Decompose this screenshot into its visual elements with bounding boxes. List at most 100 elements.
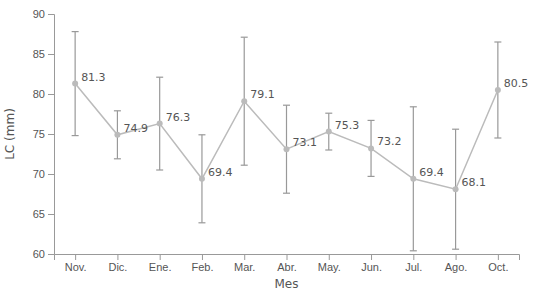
data-label: 68.1 (462, 176, 487, 189)
error-bar-cap (72, 31, 79, 32)
error-bar-cap (241, 37, 248, 38)
x-tick: Feb. (191, 254, 213, 273)
y-tick-mark (48, 94, 54, 95)
error-bar-cap (283, 193, 290, 194)
error-bar-cap (241, 165, 248, 166)
x-tick-mark (287, 254, 288, 260)
y-tick-label: 80 (33, 88, 45, 100)
x-tick-label: Mar. (234, 261, 255, 273)
y-tick: 75 (33, 128, 54, 140)
x-tick-mark (413, 254, 414, 260)
y-tick-mark (48, 214, 54, 215)
data-label: 73.2 (377, 135, 402, 148)
y-tick: 70 (33, 168, 54, 180)
error-bar-cap (452, 129, 459, 130)
error-bar-cap (283, 105, 290, 106)
error-bar (452, 129, 459, 249)
x-tick-label: Feb. (191, 261, 213, 273)
data-label: 81.3 (81, 71, 106, 84)
error-bar-cap (494, 137, 501, 138)
error-bar (241, 37, 248, 165)
x-tick: Mar. (234, 254, 255, 273)
x-tick-label: Ago. (445, 261, 468, 273)
point (241, 98, 247, 104)
y-tick-label: 60 (33, 248, 45, 260)
x-tick: Nov. (65, 254, 87, 273)
data-label: 75.3 (335, 119, 360, 132)
y-tick: 65 (33, 208, 54, 220)
line (75, 84, 498, 190)
x-tick-mark (117, 254, 118, 260)
y-tick-label: 75 (33, 128, 45, 140)
chart: 60657075808590Nov.Dic.Ene.Feb.Mar.Abr.Ma… (0, 0, 543, 294)
error-bar (283, 105, 290, 193)
error-bar-cap (368, 176, 375, 177)
error-bar-cap (114, 158, 121, 159)
x-tick-mark (456, 254, 457, 260)
data-label: 69.4 (419, 166, 444, 179)
y-tick: 90 (33, 8, 54, 20)
y-tick: 85 (33, 48, 54, 60)
data-label: 69.4 (208, 166, 233, 179)
x-tick: Ene. (149, 254, 172, 273)
y-tick-label: 70 (33, 168, 45, 180)
y-tick-mark (48, 134, 54, 135)
point (114, 132, 120, 138)
error-bar (368, 120, 375, 176)
y-axis: 60 65 70 75 80 85 90 (33, 8, 55, 260)
data-label: 76.3 (166, 111, 191, 124)
x-axis-title: Mes (275, 277, 299, 291)
x-tick-label: Dic. (108, 261, 127, 273)
y-axis-title: LC (mm) (3, 108, 17, 160)
x-tick: May. (318, 254, 341, 273)
error-bar-cap (368, 120, 375, 121)
error-bar-cap (494, 41, 501, 42)
y-tick-label: 65 (33, 208, 45, 220)
error-bar-cap (72, 135, 79, 136)
x-tick: Jul. (405, 254, 422, 273)
error-bar-cap (410, 250, 417, 251)
x-tick: Ago. (445, 254, 468, 273)
data-label: 80.5 (504, 77, 529, 90)
x-tick-label: Ene. (149, 261, 172, 273)
data-label: 79.1 (250, 88, 275, 101)
error-bar (72, 32, 79, 136)
x-tick: Jun. (361, 254, 382, 273)
marks (72, 32, 502, 251)
point (368, 145, 374, 151)
error-bar (156, 77, 163, 170)
error-bar-cap (325, 149, 332, 150)
error-bar (325, 113, 332, 150)
error-bar-cap (156, 77, 163, 78)
data-labels: 81.3 74.9 76.3 69.4 79.1 73.1 75.3 73.2 69.4 68.1… (81, 71, 528, 190)
y-tick: 60 (33, 248, 54, 260)
x-tick-mark (371, 254, 372, 260)
point (199, 176, 205, 182)
data-label: 74.9 (123, 122, 148, 135)
y-tick-mark (48, 174, 54, 175)
point (453, 186, 459, 192)
error-bar-cap (325, 113, 332, 114)
error-bar (410, 107, 417, 251)
y-tick-mark (48, 54, 54, 55)
x-tick-mark (498, 254, 499, 260)
x-axis: Nov.Dic.Ene.Feb.Mar.Abr.May.Jun.Jul.Ago.… (55, 254, 520, 273)
data-label: 73.1 (293, 136, 318, 149)
y-tick-mark (48, 254, 54, 255)
error-bar (114, 111, 121, 159)
y-axis-line (48, 15, 55, 255)
x-axis-line (55, 255, 520, 261)
error-bar (494, 42, 501, 138)
x-tick-label: Jun. (361, 261, 382, 273)
x-tick-mark (75, 254, 76, 260)
error-bar (198, 135, 205, 223)
point (410, 176, 416, 182)
x-tick: Dic. (108, 254, 127, 273)
x-tick-label: Oct. (488, 261, 508, 273)
y-tick: 80 (33, 88, 54, 100)
x-tick-mark (202, 254, 203, 260)
point (326, 129, 332, 135)
error-bar-cap (198, 134, 205, 135)
x-tick-mark (244, 254, 245, 260)
point (72, 81, 78, 87)
